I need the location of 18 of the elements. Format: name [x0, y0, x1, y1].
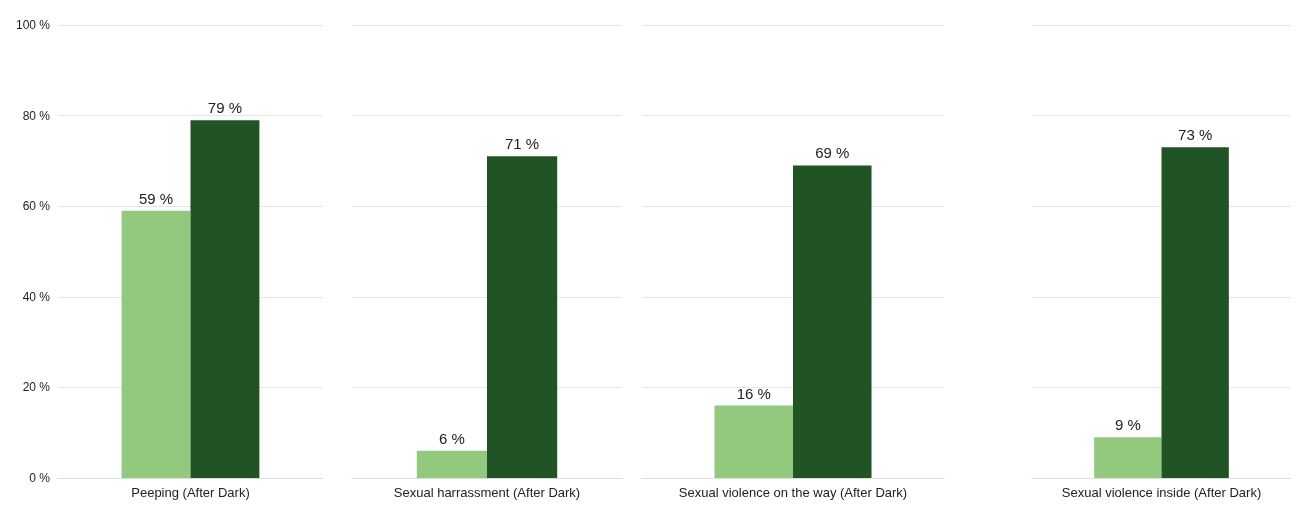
data-label: 79 %: [207, 99, 243, 117]
y-tick-label: 80 %: [22, 108, 51, 123]
x-tick-label: Sexual harrassment (After Dark): [393, 485, 581, 500]
y-tick-label: 40 %: [22, 289, 51, 304]
data-label: 71 %: [505, 135, 540, 153]
y-tick-label: 20 %: [22, 380, 51, 395]
x-tick-label: Peeping (After Dark): [131, 485, 250, 500]
data-label: 73 %: [1178, 126, 1213, 144]
data-label: 69 %: [815, 144, 850, 162]
x-tick-label: Sexual violence on the way (After Dark): [678, 485, 908, 500]
y-tick-label: 0 %: [29, 471, 51, 485]
data-label: 9 %: [1114, 416, 1141, 434]
y-tick-label: 100 %: [15, 18, 51, 32]
x-tick-label: Sexual violence inside (After Dark): [1061, 485, 1262, 500]
data-label: 6 %: [438, 429, 465, 447]
y-tick-label: 60 %: [22, 199, 51, 214]
data-label: 16 %: [736, 384, 771, 402]
data-label: 59 %: [138, 189, 174, 207]
